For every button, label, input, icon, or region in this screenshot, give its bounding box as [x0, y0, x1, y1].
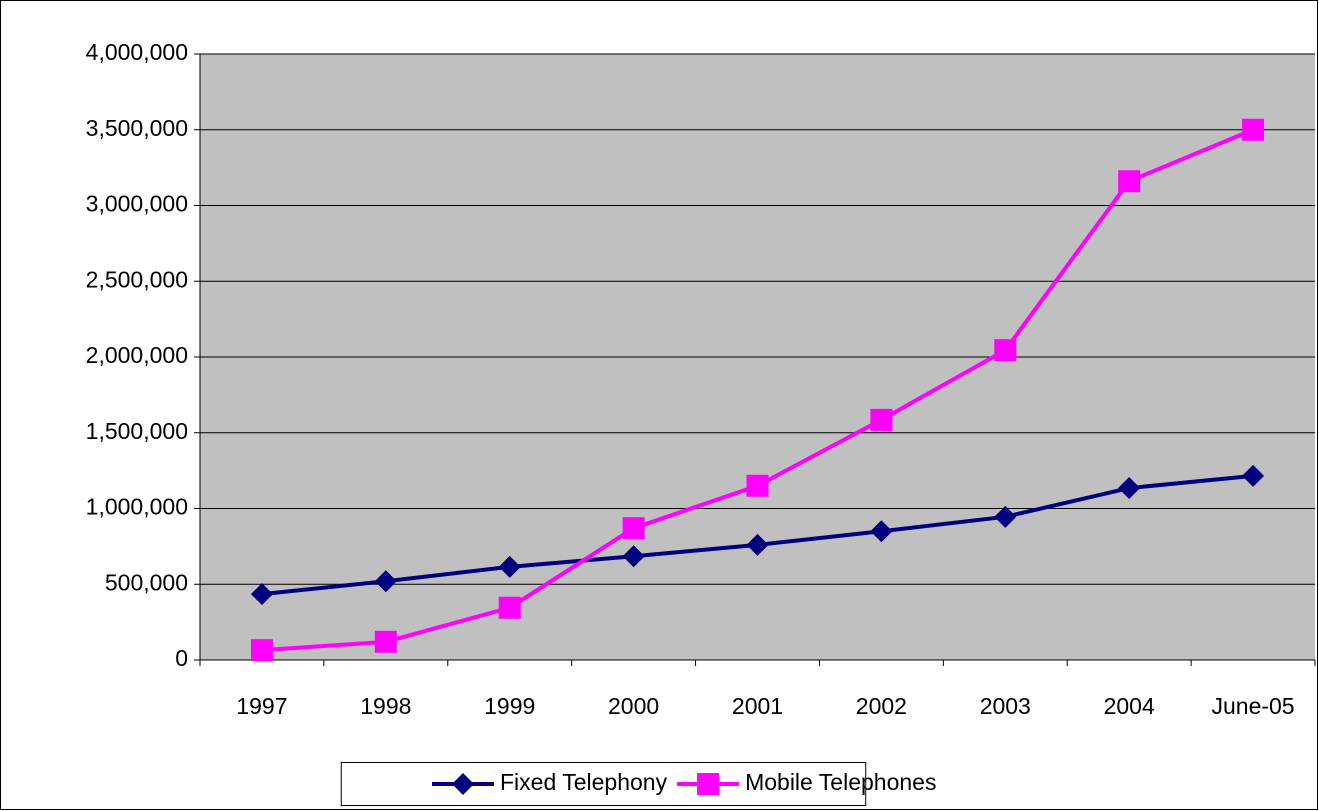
marker — [1118, 170, 1141, 193]
y-tick-label: 2,500,000 — [86, 266, 188, 292]
marker — [452, 773, 474, 795]
y-tick-label: 3,500,000 — [86, 115, 188, 141]
marker — [622, 517, 645, 540]
marker — [498, 555, 521, 578]
marker — [1242, 118, 1265, 141]
marker — [374, 630, 397, 653]
x-tick-label: 1997 — [236, 693, 287, 719]
legend-label: Fixed Telephony — [500, 769, 668, 795]
marker — [1242, 464, 1265, 487]
x-tick-label: 2000 — [608, 693, 659, 719]
marker — [746, 533, 769, 556]
marker — [250, 583, 273, 606]
y-tick-label: 1,500,000 — [86, 418, 188, 444]
marker — [870, 520, 893, 543]
legend-label: Mobile Telephones — [745, 769, 936, 795]
y-tick-label: 500,000 — [105, 569, 188, 595]
x-tick-label: June-05 — [1211, 693, 1294, 719]
marker — [250, 639, 273, 662]
marker — [622, 545, 645, 568]
marker — [374, 570, 397, 593]
marker — [994, 339, 1017, 362]
marker — [994, 505, 1017, 528]
x-tick-label: 2004 — [1104, 693, 1155, 719]
y-tick-label: 2,000,000 — [86, 342, 188, 368]
x-tick-label: 2001 — [732, 693, 783, 719]
x-tick-label: 1999 — [484, 693, 535, 719]
legend-box — [340, 762, 867, 806]
marker — [746, 474, 769, 497]
y-tick-label: 0 — [175, 645, 188, 671]
marker — [1118, 477, 1141, 500]
y-tick-label: 1,000,000 — [86, 494, 188, 520]
marker — [498, 596, 521, 619]
x-tick-label: 2002 — [856, 693, 907, 719]
x-tick-label: 2003 — [980, 693, 1031, 719]
marker — [697, 773, 720, 795]
y-tick-label: 4,000,000 — [86, 39, 188, 65]
x-tick-label: 1998 — [360, 693, 411, 719]
marker — [870, 408, 893, 431]
y-tick-label: 3,000,000 — [86, 191, 188, 217]
